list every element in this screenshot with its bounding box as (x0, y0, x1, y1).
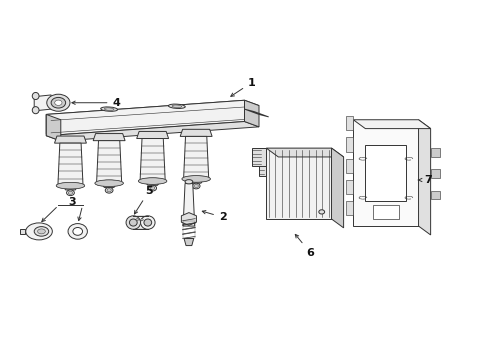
Polygon shape (144, 181, 160, 185)
Ellipse shape (148, 185, 156, 191)
Polygon shape (34, 95, 51, 111)
Polygon shape (20, 229, 25, 234)
Polygon shape (265, 148, 343, 157)
Polygon shape (183, 136, 208, 179)
Ellipse shape (47, 94, 70, 111)
Polygon shape (418, 120, 430, 235)
FancyBboxPatch shape (49, 98, 62, 108)
Polygon shape (93, 134, 125, 141)
Ellipse shape (194, 184, 198, 188)
Ellipse shape (101, 107, 117, 111)
Ellipse shape (126, 216, 140, 229)
Ellipse shape (51, 98, 65, 108)
Ellipse shape (95, 180, 123, 186)
Polygon shape (251, 148, 265, 166)
Polygon shape (96, 141, 122, 183)
Polygon shape (54, 136, 86, 143)
Polygon shape (244, 100, 259, 127)
Text: 6: 6 (295, 234, 314, 258)
Polygon shape (133, 216, 147, 229)
Polygon shape (352, 120, 430, 129)
Ellipse shape (168, 104, 185, 108)
Ellipse shape (66, 190, 74, 195)
Ellipse shape (140, 216, 155, 229)
Polygon shape (365, 145, 406, 201)
Polygon shape (430, 191, 439, 199)
Polygon shape (346, 138, 352, 152)
Ellipse shape (138, 178, 166, 184)
Ellipse shape (107, 189, 111, 192)
Polygon shape (137, 131, 168, 139)
Polygon shape (140, 139, 165, 181)
Ellipse shape (192, 183, 200, 189)
Ellipse shape (26, 223, 52, 240)
Ellipse shape (318, 210, 324, 214)
Polygon shape (346, 201, 352, 215)
Polygon shape (331, 148, 343, 228)
Polygon shape (181, 213, 196, 225)
Polygon shape (430, 148, 439, 157)
Ellipse shape (138, 178, 166, 184)
Polygon shape (180, 129, 212, 136)
Ellipse shape (68, 191, 73, 194)
Ellipse shape (105, 188, 113, 193)
Polygon shape (101, 183, 117, 188)
Ellipse shape (104, 108, 114, 111)
Ellipse shape (32, 93, 39, 100)
Ellipse shape (56, 183, 84, 189)
Polygon shape (372, 205, 398, 219)
Polygon shape (346, 116, 352, 130)
Polygon shape (346, 159, 352, 173)
Ellipse shape (129, 219, 137, 226)
Polygon shape (46, 114, 61, 141)
Ellipse shape (95, 180, 123, 186)
Text: 2: 2 (202, 211, 226, 222)
Ellipse shape (55, 100, 62, 105)
Text: 5: 5 (134, 186, 153, 214)
Polygon shape (183, 184, 194, 226)
Polygon shape (259, 148, 265, 176)
Ellipse shape (38, 229, 45, 234)
Polygon shape (46, 114, 61, 139)
Ellipse shape (182, 176, 210, 182)
Polygon shape (352, 120, 418, 226)
Ellipse shape (73, 228, 82, 235)
Polygon shape (183, 238, 193, 246)
Polygon shape (265, 148, 331, 219)
Ellipse shape (136, 219, 138, 221)
Ellipse shape (34, 226, 49, 236)
Polygon shape (430, 169, 439, 178)
Polygon shape (188, 179, 203, 183)
Text: 1: 1 (230, 77, 255, 96)
Text: 3: 3 (68, 197, 76, 207)
Ellipse shape (141, 219, 143, 221)
Polygon shape (46, 122, 259, 141)
Ellipse shape (143, 219, 151, 226)
Polygon shape (244, 109, 268, 117)
Ellipse shape (172, 105, 181, 108)
Text: 4: 4 (72, 98, 120, 108)
Polygon shape (46, 100, 259, 120)
Polygon shape (46, 100, 244, 136)
Text: 7: 7 (418, 175, 431, 185)
Ellipse shape (56, 183, 84, 189)
Polygon shape (346, 180, 352, 194)
Ellipse shape (184, 180, 192, 184)
Polygon shape (62, 186, 78, 190)
Polygon shape (58, 143, 83, 186)
Ellipse shape (182, 176, 210, 182)
Ellipse shape (150, 186, 155, 190)
Ellipse shape (68, 224, 87, 239)
Ellipse shape (32, 107, 39, 114)
